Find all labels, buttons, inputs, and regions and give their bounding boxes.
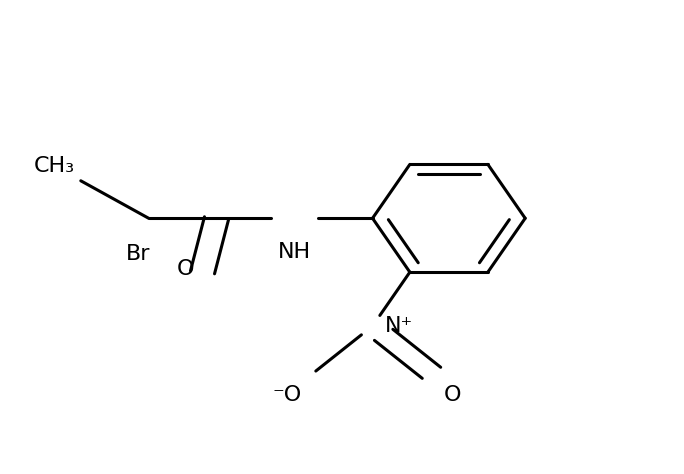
Text: NH: NH [278, 242, 311, 262]
Text: ⁻O: ⁻O [272, 384, 301, 405]
Text: Br: Br [127, 244, 150, 264]
Text: O: O [176, 259, 194, 279]
Text: CH₃: CH₃ [34, 156, 75, 176]
Text: N⁺: N⁺ [384, 316, 413, 336]
Text: O: O [444, 384, 461, 405]
